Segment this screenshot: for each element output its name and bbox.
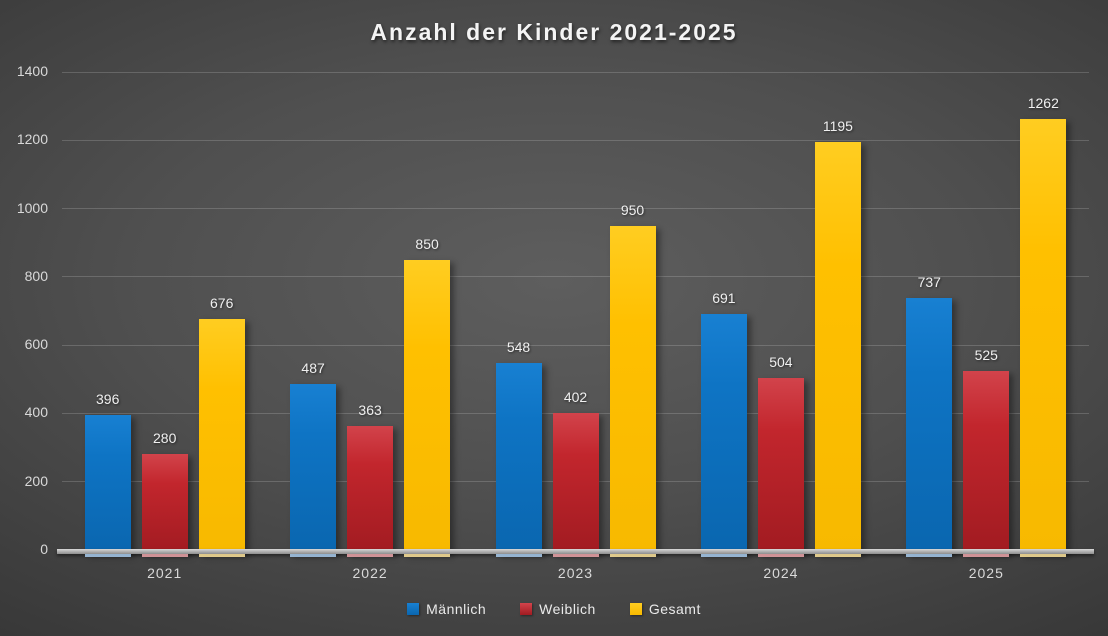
y-axis-label-600: 600 xyxy=(24,336,48,353)
legend-swatch-weiblich xyxy=(520,603,533,615)
bar-reflection-weiblich-2023 xyxy=(552,554,599,557)
bar-value-label-männlich-2021: 396 xyxy=(96,390,120,407)
x-axis-label-2023: 2023 xyxy=(557,565,594,581)
bar-weiblich-2025 xyxy=(963,370,1010,554)
bar-value-label-weiblich-2023: 402 xyxy=(563,388,588,405)
bar-reflection-weiblich-2021 xyxy=(141,554,188,557)
x-axis-label-2021: 2021 xyxy=(147,565,183,581)
gridline-1200 xyxy=(62,139,1089,141)
y-axis-label-1400: 1400 xyxy=(16,63,48,79)
y-axis-label-1000: 1000 xyxy=(16,199,48,216)
y-axis-label-200: 200 xyxy=(24,472,48,489)
bar-weiblich-2022 xyxy=(347,426,394,554)
bar-reflection-gesamt-2022 xyxy=(404,554,451,557)
legend-label-männlich: Männlich xyxy=(426,601,487,617)
bar-value-label-weiblich-2022: 363 xyxy=(358,402,382,419)
bar-reflection-männlich-2025 xyxy=(906,554,953,557)
legend-swatch-männlich xyxy=(407,603,420,615)
legend-item-männlich: Männlich xyxy=(407,601,486,617)
gridline-600 xyxy=(62,344,1089,346)
bar-value-label-männlich-2023: 548 xyxy=(506,338,531,355)
bar-männlich-2024 xyxy=(700,314,747,554)
bar-value-label-weiblich-2021: 280 xyxy=(153,430,177,447)
bar-value-label-gesamt-2024: 1195 xyxy=(822,117,853,134)
bar-gesamt-2021 xyxy=(198,319,245,554)
bar-reflection-weiblich-2022 xyxy=(347,554,394,557)
bar-gesamt-2023 xyxy=(609,225,656,554)
bar-value-label-gesamt-2021: 676 xyxy=(210,295,234,312)
bar-gesamt-2024 xyxy=(814,141,861,554)
bar-value-label-weiblich-2025: 525 xyxy=(974,346,998,363)
x-axis-label-2024: 2024 xyxy=(763,565,799,581)
bar-weiblich-2023 xyxy=(552,412,599,554)
bar-gesamt-2022 xyxy=(404,259,451,554)
legend-label-gesamt: Gesamt xyxy=(648,601,701,617)
legend-item-weiblich: Weiblich xyxy=(520,601,596,617)
bar-reflection-männlich-2021 xyxy=(84,554,131,557)
bar-value-label-gesamt-2025: 1262 xyxy=(1027,95,1059,112)
bar-value-label-weiblich-2024: 504 xyxy=(769,353,793,370)
bar-value-label-gesamt-2023: 950 xyxy=(620,201,645,218)
gridline-800 xyxy=(62,276,1089,278)
bar-value-label-gesamt-2022: 850 xyxy=(415,235,439,252)
bar-reflection-gesamt-2024 xyxy=(814,554,861,557)
bar-männlich-2025 xyxy=(906,298,953,554)
bar-reflection-gesamt-2021 xyxy=(198,554,245,557)
bar-männlich-2023 xyxy=(495,362,542,554)
x-axis-label-2025: 2025 xyxy=(968,565,1004,581)
gridline-1400 xyxy=(62,71,1089,73)
bar-reflection-männlich-2023 xyxy=(495,554,542,557)
legend-item-gesamt: Gesamt xyxy=(629,601,701,617)
y-axis-label-1200: 1200 xyxy=(16,131,48,148)
gridline-1000 xyxy=(62,208,1089,210)
bar-gesamt-2025 xyxy=(1020,119,1067,554)
x-axis-line xyxy=(57,549,1094,554)
bar-value-label-männlich-2022: 487 xyxy=(301,359,325,376)
y-axis-label-400: 400 xyxy=(24,404,48,421)
bar-reflection-weiblich-2024 xyxy=(757,554,804,557)
bar-männlich-2021 xyxy=(84,414,131,554)
bar-reflection-gesamt-2025 xyxy=(1020,554,1067,557)
bar-value-label-männlich-2025: 737 xyxy=(917,274,941,291)
chart-title: Anzahl der Kinder 2021-2025 xyxy=(370,19,738,45)
y-axis-label-800: 800 xyxy=(24,267,48,284)
legend-label-weiblich: Weiblich xyxy=(539,601,596,617)
legend-swatch-gesamt xyxy=(629,603,642,615)
bar-weiblich-2021 xyxy=(141,454,188,554)
bar-reflection-männlich-2024 xyxy=(700,554,747,557)
legend: Männlich Weiblich Gesamt xyxy=(0,601,1108,617)
bar-reflection-weiblich-2025 xyxy=(963,554,1010,557)
bar-reflection-männlich-2022 xyxy=(290,554,337,557)
bar-value-label-männlich-2024: 691 xyxy=(712,290,736,307)
bar-reflection-gesamt-2023 xyxy=(609,554,656,557)
x-axis-label-2022: 2022 xyxy=(352,565,388,581)
bar-männlich-2022 xyxy=(290,383,337,554)
y-axis-label-0: 0 xyxy=(40,541,48,557)
bar-weiblich-2024 xyxy=(757,377,804,554)
